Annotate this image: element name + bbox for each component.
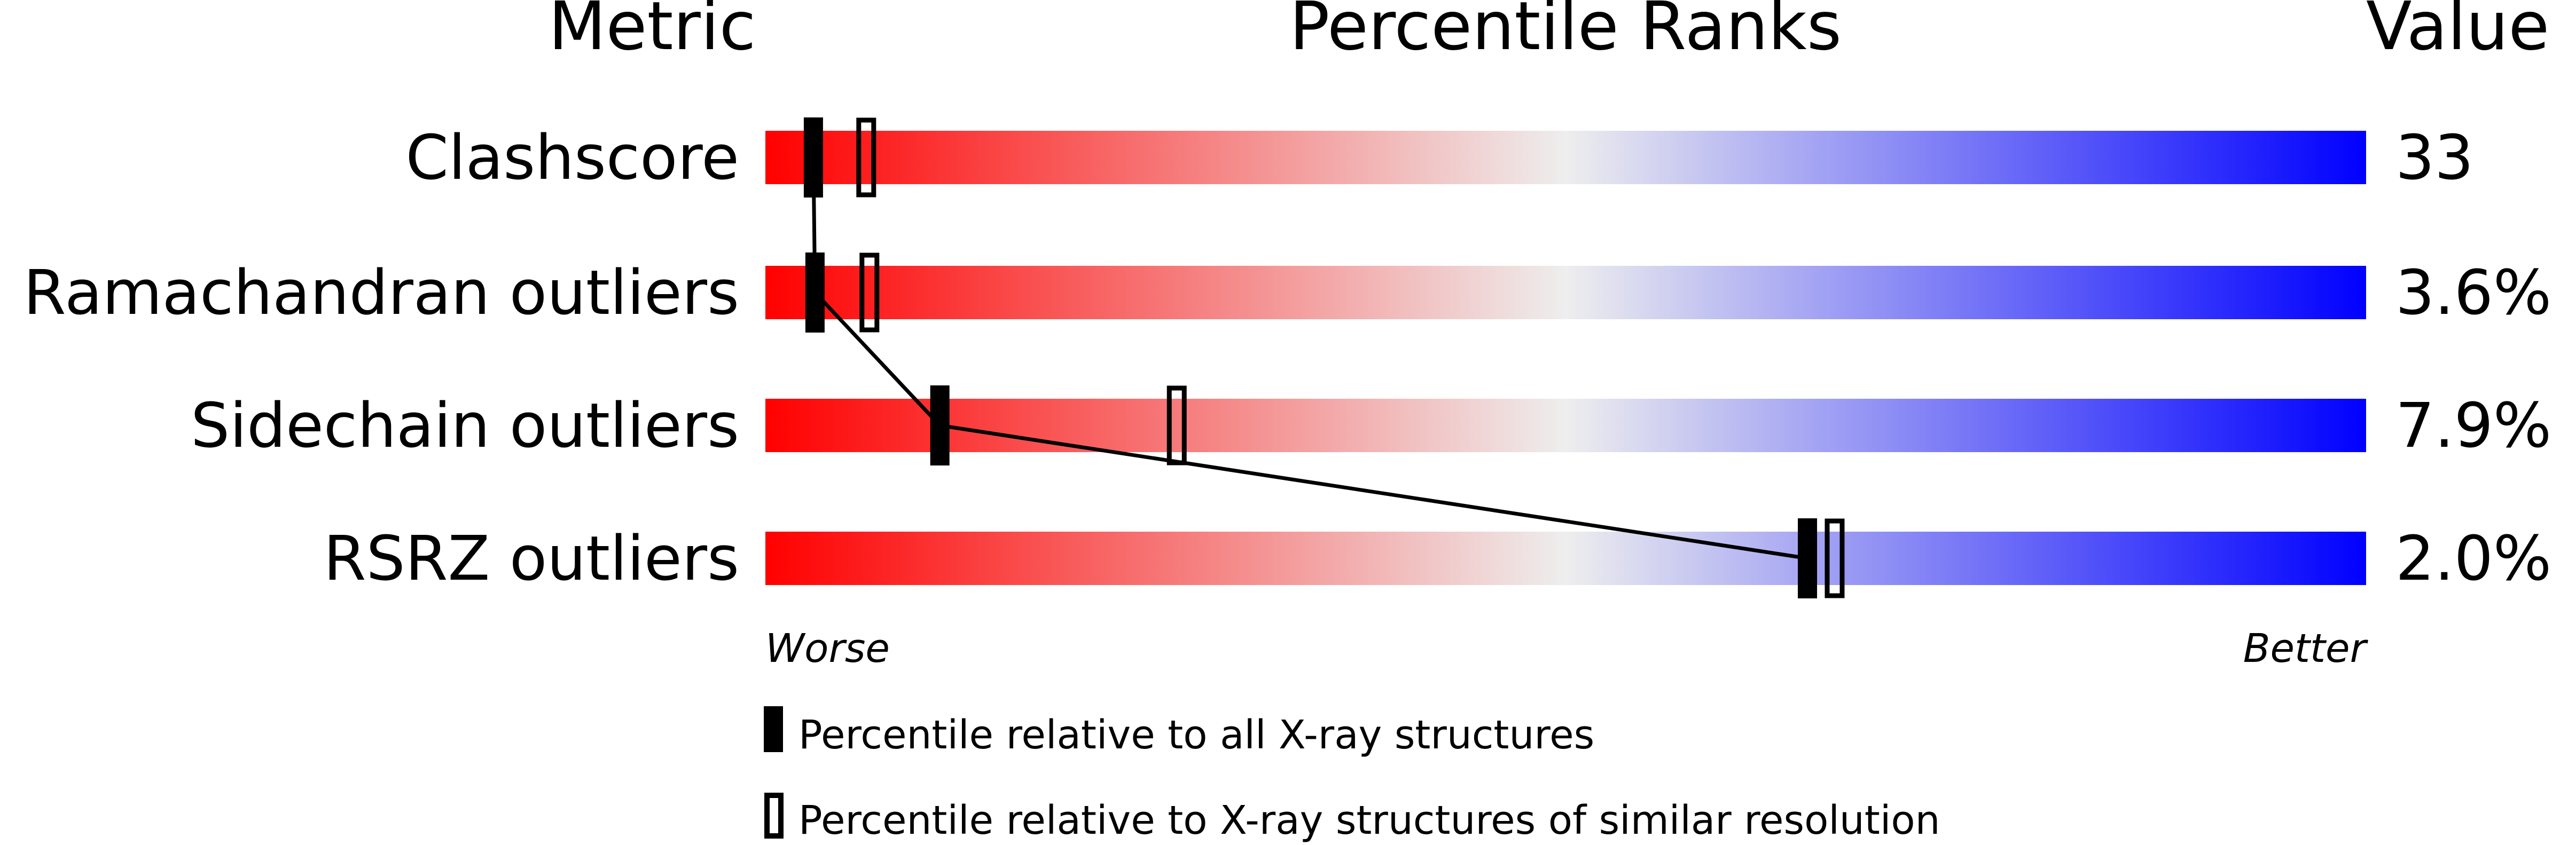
legend-filled-marker <box>764 706 783 752</box>
metric-label: Sidechain outliers <box>191 390 739 462</box>
all-structures-percentile-marker <box>805 252 825 333</box>
header-metric: Metric <box>549 0 756 65</box>
metric-label: Clashscore <box>405 122 739 194</box>
header-value: Value <box>2366 0 2549 65</box>
percentile-bar <box>765 532 2366 585</box>
legend-label-similar: Percentile relative to X-ray structures … <box>798 797 1940 843</box>
axis-label-worse: Worse <box>765 626 890 672</box>
similar-resolution-percentile-marker <box>859 252 880 333</box>
metric-label: Ramachandran outliers <box>24 257 739 329</box>
all-structures-percentile-marker <box>930 385 950 465</box>
legend-label-all: Percentile relative to all X-ray structu… <box>798 712 1594 758</box>
metric-label: RSRZ outliers <box>324 523 739 595</box>
all-structures-percentile-marker <box>803 117 823 198</box>
metric-value: 7.9% <box>2395 390 2551 462</box>
metric-value: 3.6% <box>2395 257 2551 329</box>
similar-resolution-percentile-marker <box>856 117 876 198</box>
legend-open-marker <box>764 793 784 839</box>
similar-resolution-percentile-marker <box>1825 518 1845 598</box>
percentile-bar <box>765 399 2366 452</box>
header-percentile-ranks: Percentile Ranks <box>1289 0 1842 65</box>
similar-resolution-percentile-marker <box>1166 385 1187 465</box>
axis-label-better: Better <box>2243 626 2369 672</box>
percentile-bar <box>765 266 2366 319</box>
metric-value: 33 <box>2395 122 2473 194</box>
percentile-connector-line <box>811 157 1808 560</box>
metric-value: 2.0% <box>2395 523 2551 595</box>
percentile-bar <box>765 131 2366 184</box>
all-structures-percentile-marker <box>1798 518 1818 598</box>
